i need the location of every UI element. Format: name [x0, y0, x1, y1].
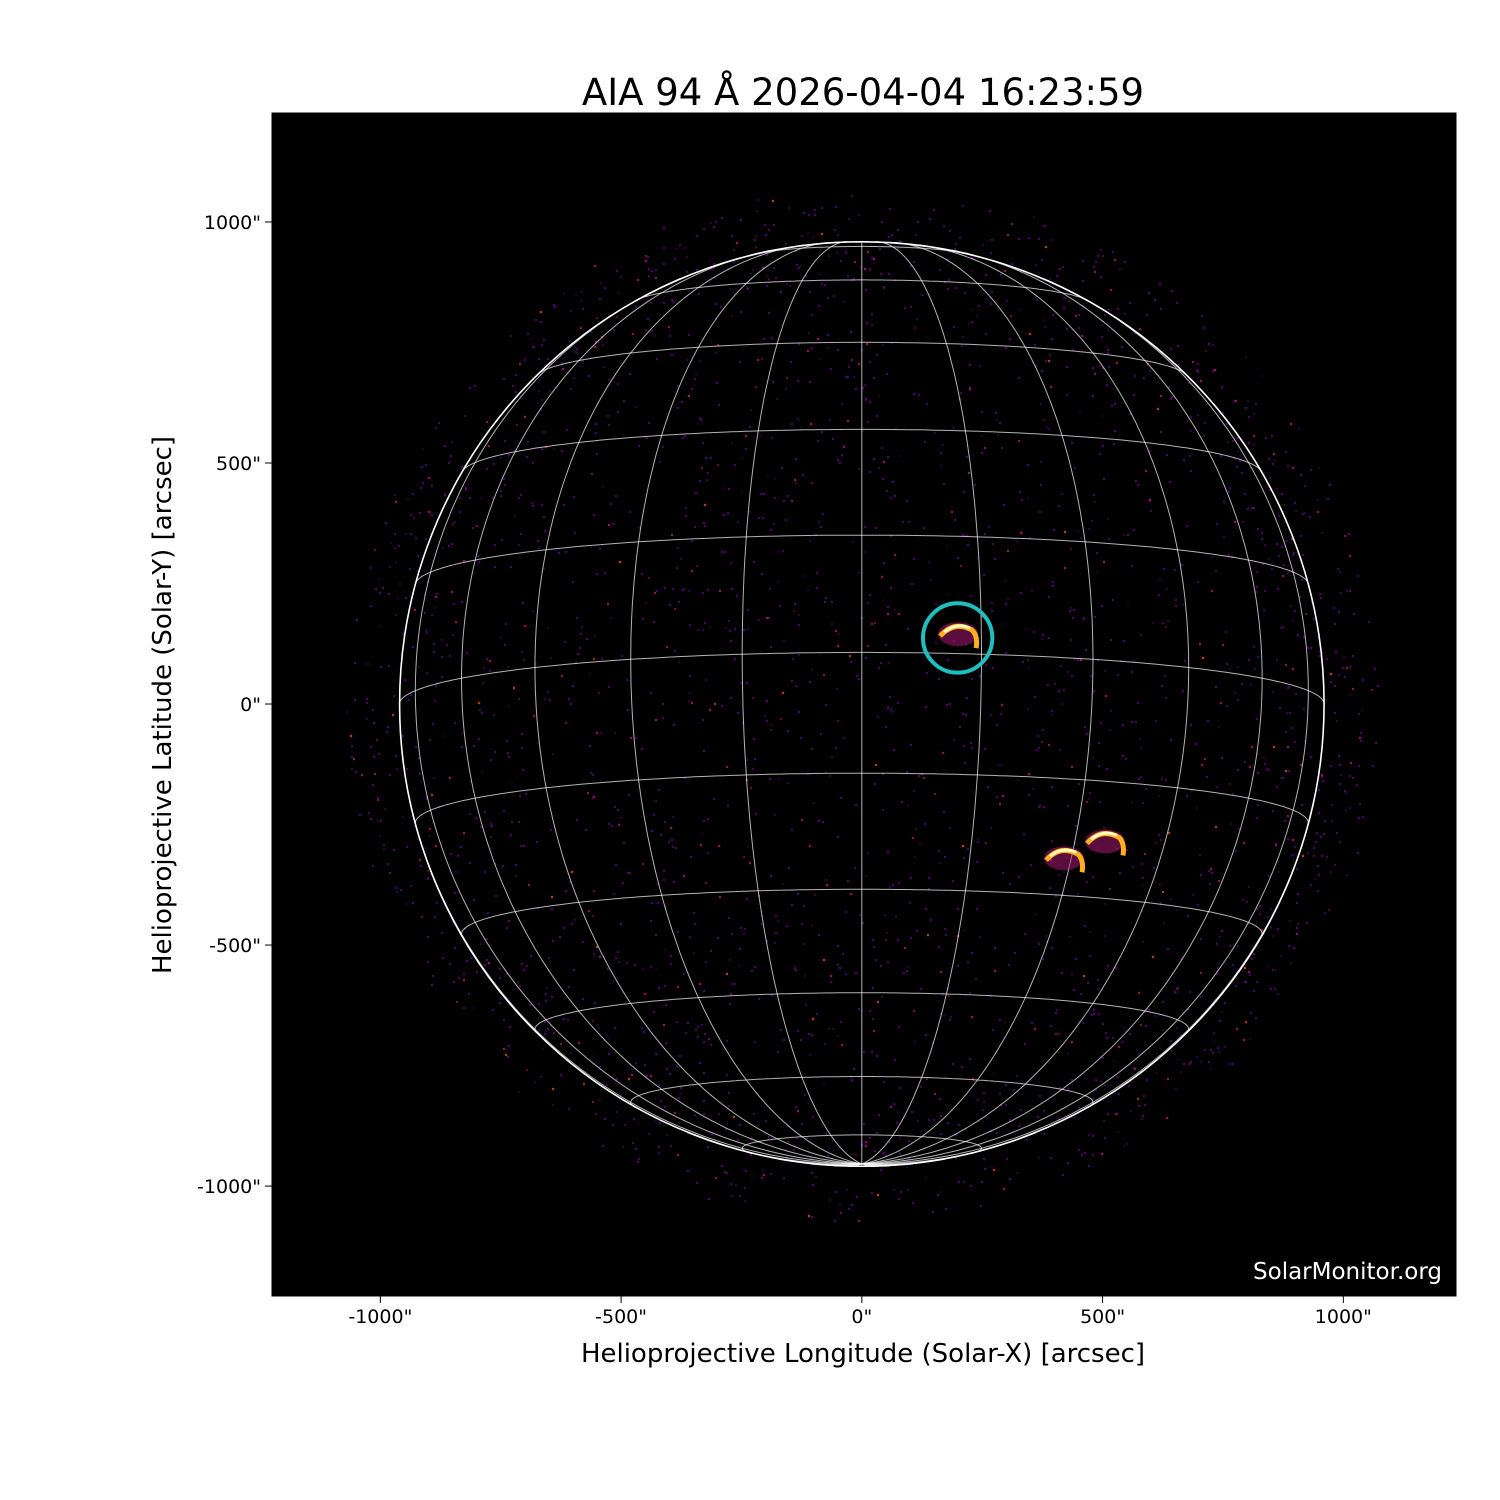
meridian-line [460, 249, 862, 1165]
x-tick-label: -500" [595, 1306, 647, 1328]
active-region-core [1049, 848, 1077, 858]
parallel-line [460, 888, 1263, 937]
active-regions [938, 622, 1126, 873]
y-tick-label: -1000" [197, 1176, 261, 1198]
active-region-core [943, 624, 971, 634]
meridian-line [861, 241, 1094, 1165]
solar-image-texture [272, 113, 1456, 1296]
parallel-line [399, 651, 1325, 705]
parallel-line [630, 1076, 1094, 1108]
y-tick-label: 500" [216, 453, 261, 475]
meridian-line [861, 249, 1263, 1165]
meridian-line [741, 241, 862, 1165]
parallel-line [415, 534, 1309, 584]
x-axis-ticks: -1000" -500" 0" 500" 1000" [348, 1296, 1372, 1328]
chart-title: AIA 94 Å 2026-04-04 16:23:59 [582, 70, 1144, 114]
meridian-line [414, 277, 862, 1165]
meridian-line [861, 703, 1325, 1165]
watermark: SolarMonitor.org [1253, 1259, 1442, 1285]
parallel-line [462, 428, 1262, 472]
x-tick-label: -1000" [348, 1306, 412, 1328]
parallel-line [635, 279, 1089, 301]
parallel-line [741, 1134, 982, 1155]
meridian-line [534, 244, 862, 1165]
y-axis-label: Helioprojective Latitude (Solar-Y) [arcs… [148, 436, 178, 974]
solar-limb [398, 240, 1325, 1168]
meridian-line [861, 241, 982, 1165]
meridian-line [861, 244, 1190, 1165]
meridian-line [861, 277, 1309, 1165]
y-tick-label: -500" [209, 935, 261, 957]
y-axis-ticks: 1000" 500" 0" -500" -1000" [197, 212, 272, 1198]
highlight-circle[interactable] [920, 601, 995, 675]
parallel-line [753, 245, 971, 255]
x-axis-label: Helioprojective Longitude (Solar-X) [arc… [581, 1339, 1145, 1369]
y-tick-label: 0" [240, 694, 261, 716]
meridian-line [630, 241, 862, 1165]
active-region-core [1090, 831, 1118, 841]
x-tick-label: 500" [1080, 1306, 1125, 1328]
heliographic-grid [399, 241, 1325, 1168]
meridian-line [399, 703, 862, 1165]
x-tick-label: 1000" [1315, 1306, 1372, 1328]
parallel-line [414, 772, 1309, 824]
plot-frame [271, 112, 1457, 1297]
x-tick-label: 0" [851, 1306, 872, 1328]
y-tick-label: 1000" [204, 212, 261, 234]
parallel-line [534, 992, 1190, 1034]
parallel-line [537, 341, 1187, 375]
